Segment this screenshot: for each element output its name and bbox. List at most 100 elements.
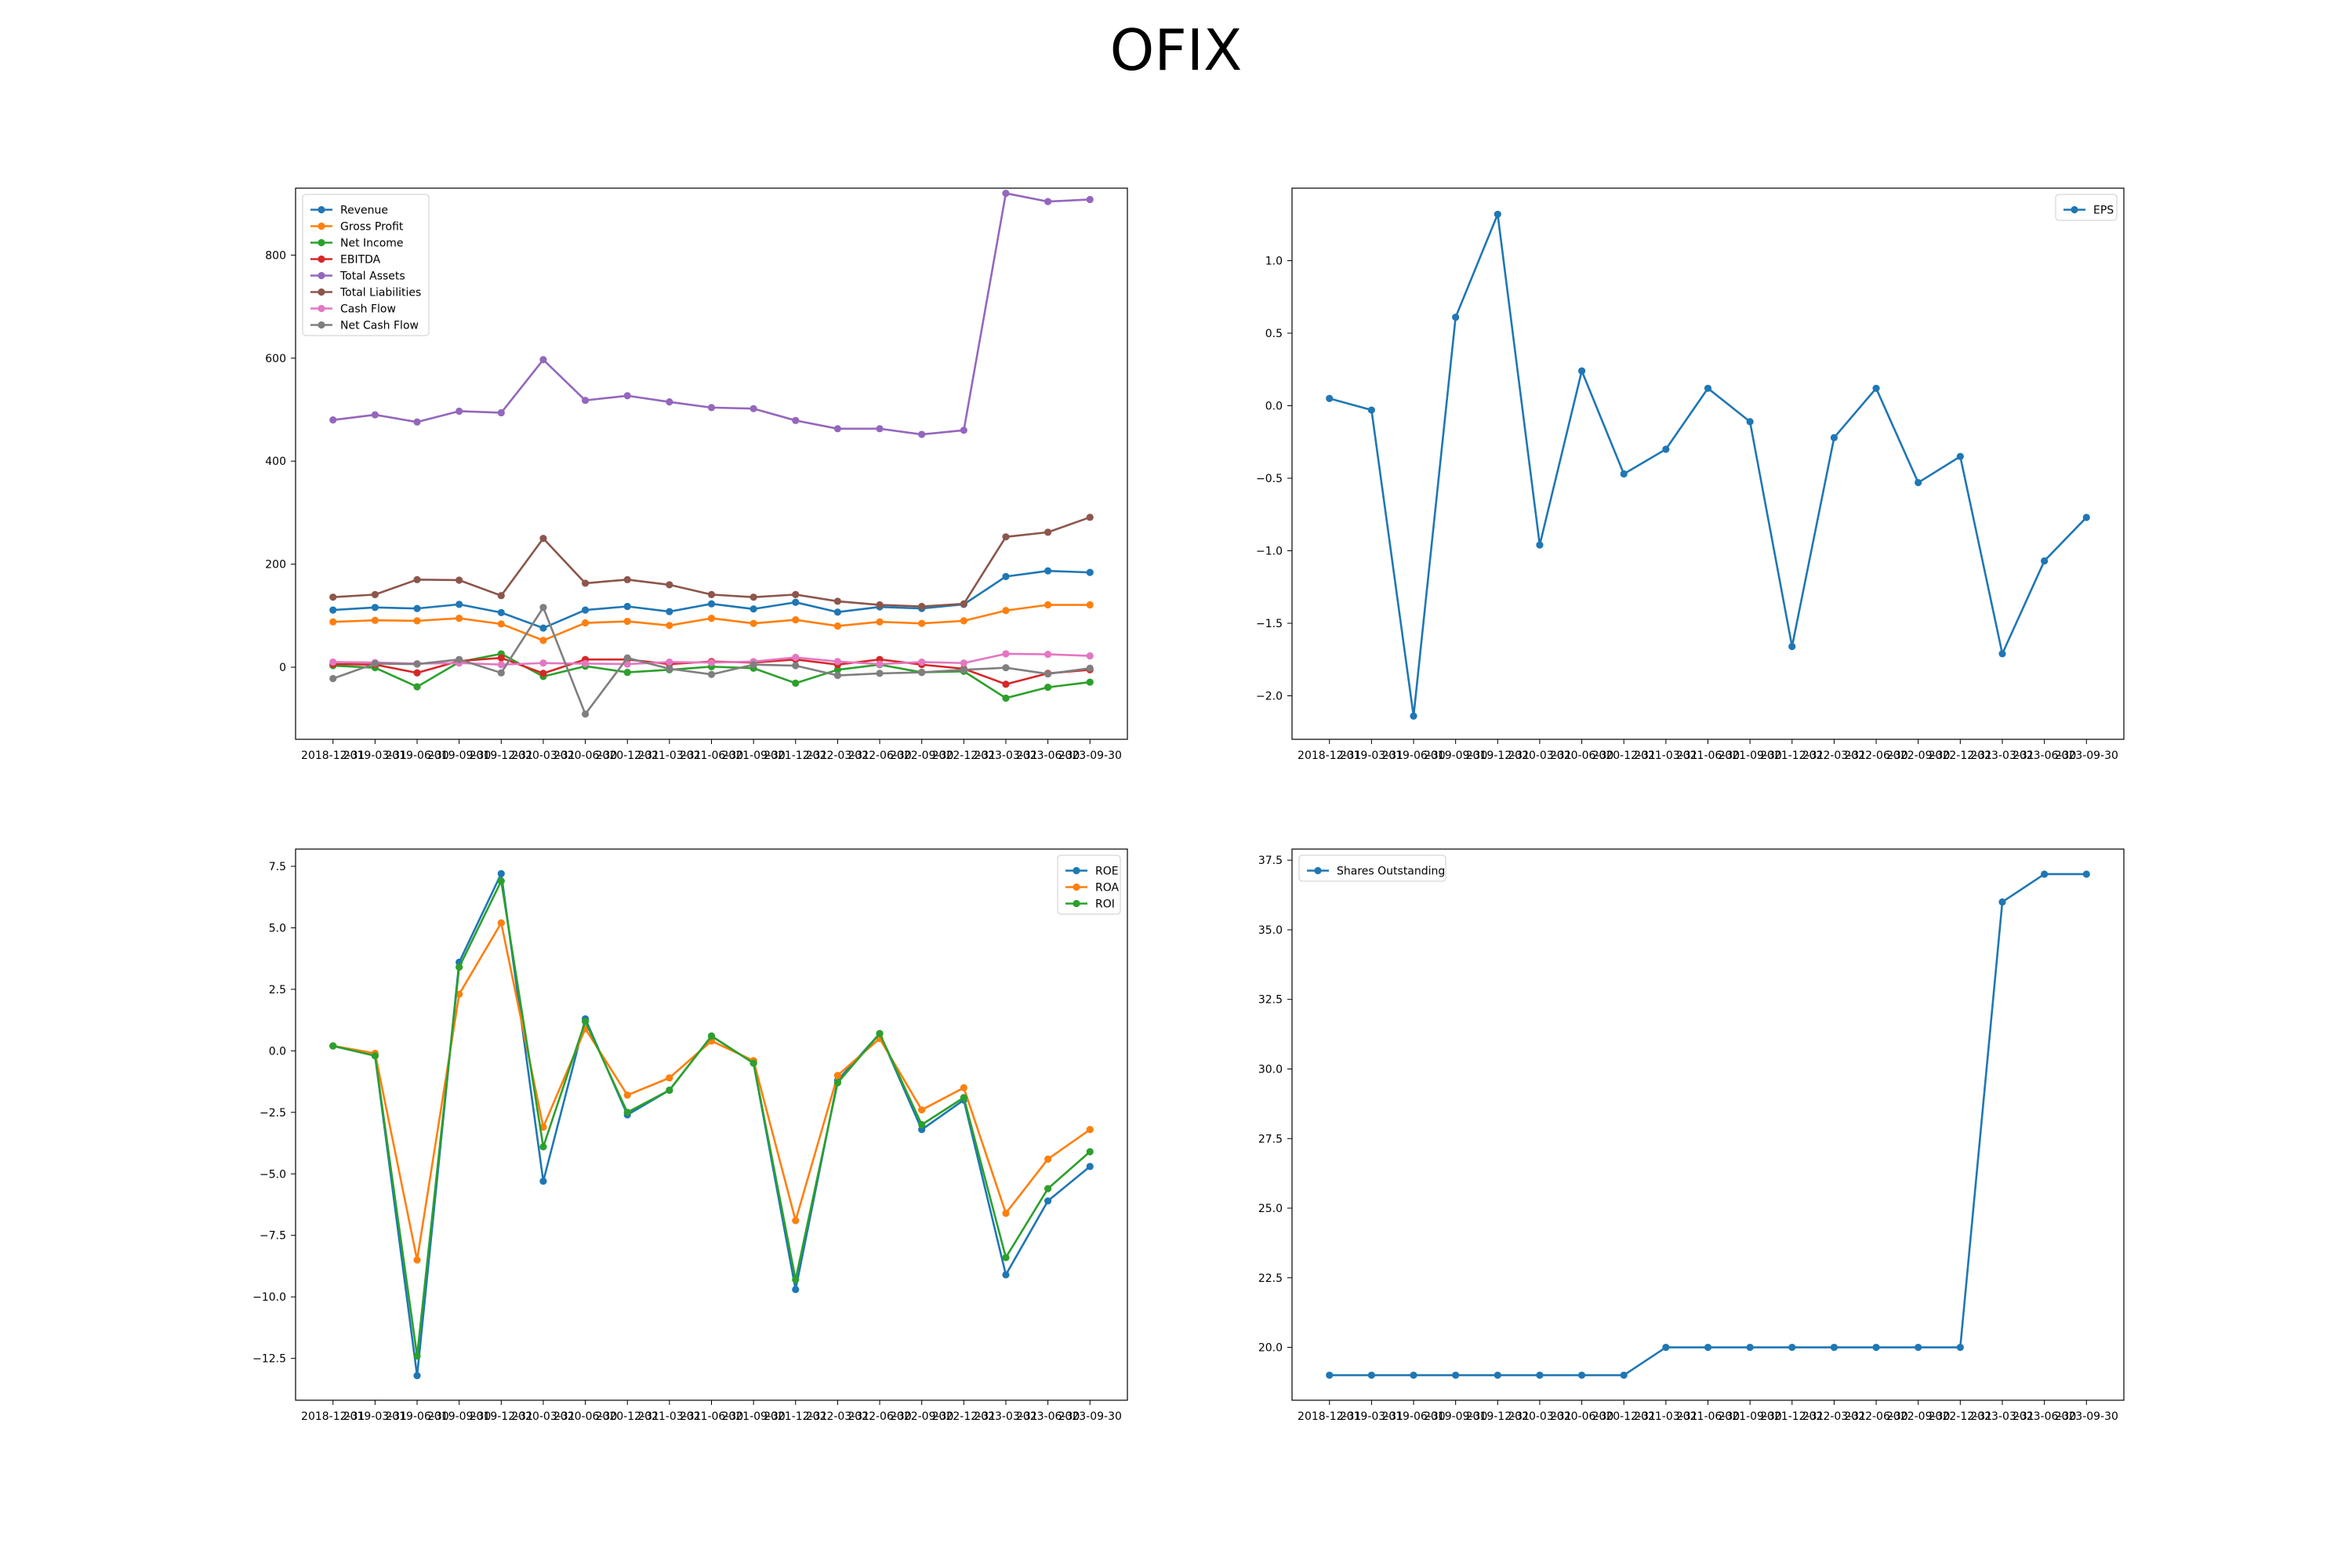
data-point-shares-outstanding [1788,1343,1796,1352]
data-point-gross-profit [666,622,673,630]
data-point-total-liabilities [750,593,757,601]
data-point-total-liabilities [792,590,800,598]
data-point-cash-flow [792,653,800,662]
x-tick-label: 2022-09-30 [890,1410,953,1423]
data-point-total-liabilities [581,579,590,587]
data-point-total-liabilities [539,535,547,543]
y-tick-label: 400 [265,456,286,468]
data-point-shares-outstanding [1704,1343,1712,1352]
data-point-revenue [539,624,547,632]
x-tick-label: 2023-09-30 [1058,1410,1122,1423]
data-point-cash-flow [581,659,590,668]
data-point-total-assets [497,408,505,417]
data-point-roa [1044,1155,1052,1163]
y-tick-label: 0.0 [1265,401,1283,413]
x-tick-label: 2019-09-30 [427,1410,491,1423]
data-point-revenue [1002,572,1010,580]
data-point-eps [1746,418,1754,426]
y-tick-label: 0 [279,662,286,674]
y-tick-label: 600 [265,353,286,365]
x-tick-label: 2022-03-31 [1802,1410,1866,1423]
data-point-net-income [1044,684,1052,691]
data-point-net-cash-flow [918,668,926,677]
x-tick-label: 2021-03-31 [1634,750,1697,762]
data-point-revenue [833,608,842,616]
x-tick-label: 2019-06-30 [1381,750,1445,762]
x-tick-label: 2019-06-30 [385,1410,448,1423]
data-point-total-liabilities [918,602,926,611]
data-point-revenue [413,604,421,612]
y-tick-label: 0.0 [269,1045,286,1058]
x-tick-label: 2019-03-31 [343,750,407,762]
x-tick-label: 2023-09-30 [2055,750,2118,762]
data-point-roi [413,1352,421,1360]
data-point-roe [1086,1163,1094,1171]
y-tick-label: 200 [265,559,286,572]
data-point-net-income [413,683,421,691]
x-tick-label: 2020-03-31 [1508,750,1571,762]
x-tick-label: 2022-12-31 [932,1410,996,1423]
data-point-eps [2082,514,2090,521]
x-tick-label: 2021-03-31 [637,750,701,762]
y-tick-label: −2.5 [260,1107,286,1120]
data-point-total-assets [623,392,631,400]
x-tick-label: 2023-03-31 [974,750,1037,762]
y-tick-label: −0.5 [1256,473,1283,485]
data-point-cash-flow [666,658,673,666]
data-point-eps [1915,478,1922,487]
data-point-cash-flow [1044,650,1052,659]
x-tick-label: 2020-03-31 [511,750,575,762]
data-point-roa [918,1106,926,1114]
y-tick-label: 32.5 [1258,994,1283,1007]
x-tick-label: 2021-06-30 [680,750,743,762]
y-tick-label: −2.0 [1256,691,1283,703]
data-point-roa [623,1091,631,1099]
legend-box [2055,194,2118,221]
y-tick-label: −7.5 [260,1230,286,1243]
data-point-total-liabilities [1002,533,1010,541]
legend-marker [318,321,325,329]
data-point-roi [960,1094,967,1102]
data-point-total-assets [456,407,463,416]
data-point-gross-profit [371,616,379,624]
data-point-revenue [581,606,590,614]
y-tick-label: −1.5 [1256,618,1283,630]
x-tick-label: 2021-12-31 [764,750,827,762]
data-point-shares-outstanding [1662,1343,1670,1352]
data-point-net-cash-flow [329,674,337,683]
x-tick-label: 2023-03-31 [974,1410,1037,1423]
x-tick-label: 2022-03-31 [806,750,869,762]
x-tick-label: 2023-09-30 [2055,1410,2118,1423]
data-point-revenue [1044,567,1052,575]
data-point-eps [1620,470,1628,478]
x-tick-label: 2021-06-30 [680,1410,743,1423]
data-point-shares-outstanding [1577,1371,1586,1379]
y-tick-label: −10.0 [252,1291,286,1304]
x-tick-label: 2019-03-31 [1340,750,1403,762]
x-tick-label: 2022-09-30 [1886,750,1950,762]
data-point-cash-flow [918,658,926,666]
x-tick-label: 2020-12-31 [1592,1410,1656,1423]
legend-label: Shares Outstanding [1337,866,1445,878]
x-tick-label: 2022-06-30 [848,1410,911,1423]
x-tick-label: 2022-06-30 [1844,1410,1907,1423]
data-point-revenue [329,606,337,614]
data-point-shares-outstanding [1998,898,2006,906]
legend-box [302,194,430,336]
x-tick-label: 2020-06-30 [554,750,617,762]
data-point-roe [792,1286,800,1294]
data-point-total-assets [707,404,716,412]
data-point-cash-flow [960,659,967,667]
legend-label: Total Liabilities [339,287,421,299]
data-point-roi [707,1032,716,1040]
data-point-eps [1956,452,1964,460]
data-point-gross-profit [833,622,842,630]
x-tick-label: 2021-03-31 [1634,1410,1697,1423]
data-point-eps [1830,434,1838,441]
data-point-roe [413,1372,421,1380]
data-point-shares-outstanding [2041,870,2049,878]
data-point-total-liabilities [623,575,631,583]
y-tick-label: −12.5 [252,1353,286,1366]
